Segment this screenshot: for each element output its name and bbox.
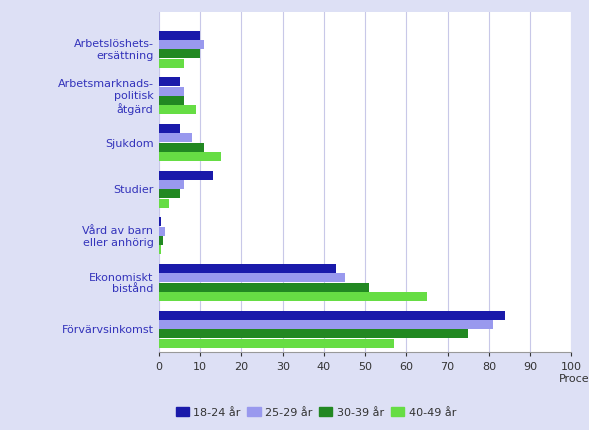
Bar xyxy=(159,153,221,162)
Bar xyxy=(159,171,213,180)
X-axis label: Procent: Procent xyxy=(558,373,589,383)
Bar xyxy=(159,320,493,329)
Bar xyxy=(159,97,184,106)
Bar xyxy=(159,134,192,143)
Bar xyxy=(159,264,336,273)
Bar xyxy=(159,339,394,348)
Legend: 18-24 år, 25-29 år, 30-39 år, 40-49 år: 18-24 år, 25-29 år, 30-39 år, 40-49 år xyxy=(171,402,461,422)
Bar xyxy=(159,41,204,50)
Bar xyxy=(159,78,180,87)
Bar xyxy=(159,311,505,320)
Bar xyxy=(159,190,180,199)
Bar xyxy=(159,237,163,246)
Bar xyxy=(159,106,196,115)
Bar xyxy=(159,144,204,152)
Bar xyxy=(159,88,184,96)
Bar xyxy=(159,329,468,338)
Bar xyxy=(159,125,180,134)
Bar xyxy=(159,32,200,40)
Bar xyxy=(159,60,184,68)
Bar xyxy=(159,218,161,227)
Bar xyxy=(159,199,170,208)
Bar xyxy=(159,227,165,236)
Bar xyxy=(159,283,369,292)
Bar xyxy=(159,181,184,190)
Bar xyxy=(159,292,427,301)
Bar xyxy=(159,50,200,59)
Bar xyxy=(159,274,345,283)
Bar xyxy=(159,246,161,255)
